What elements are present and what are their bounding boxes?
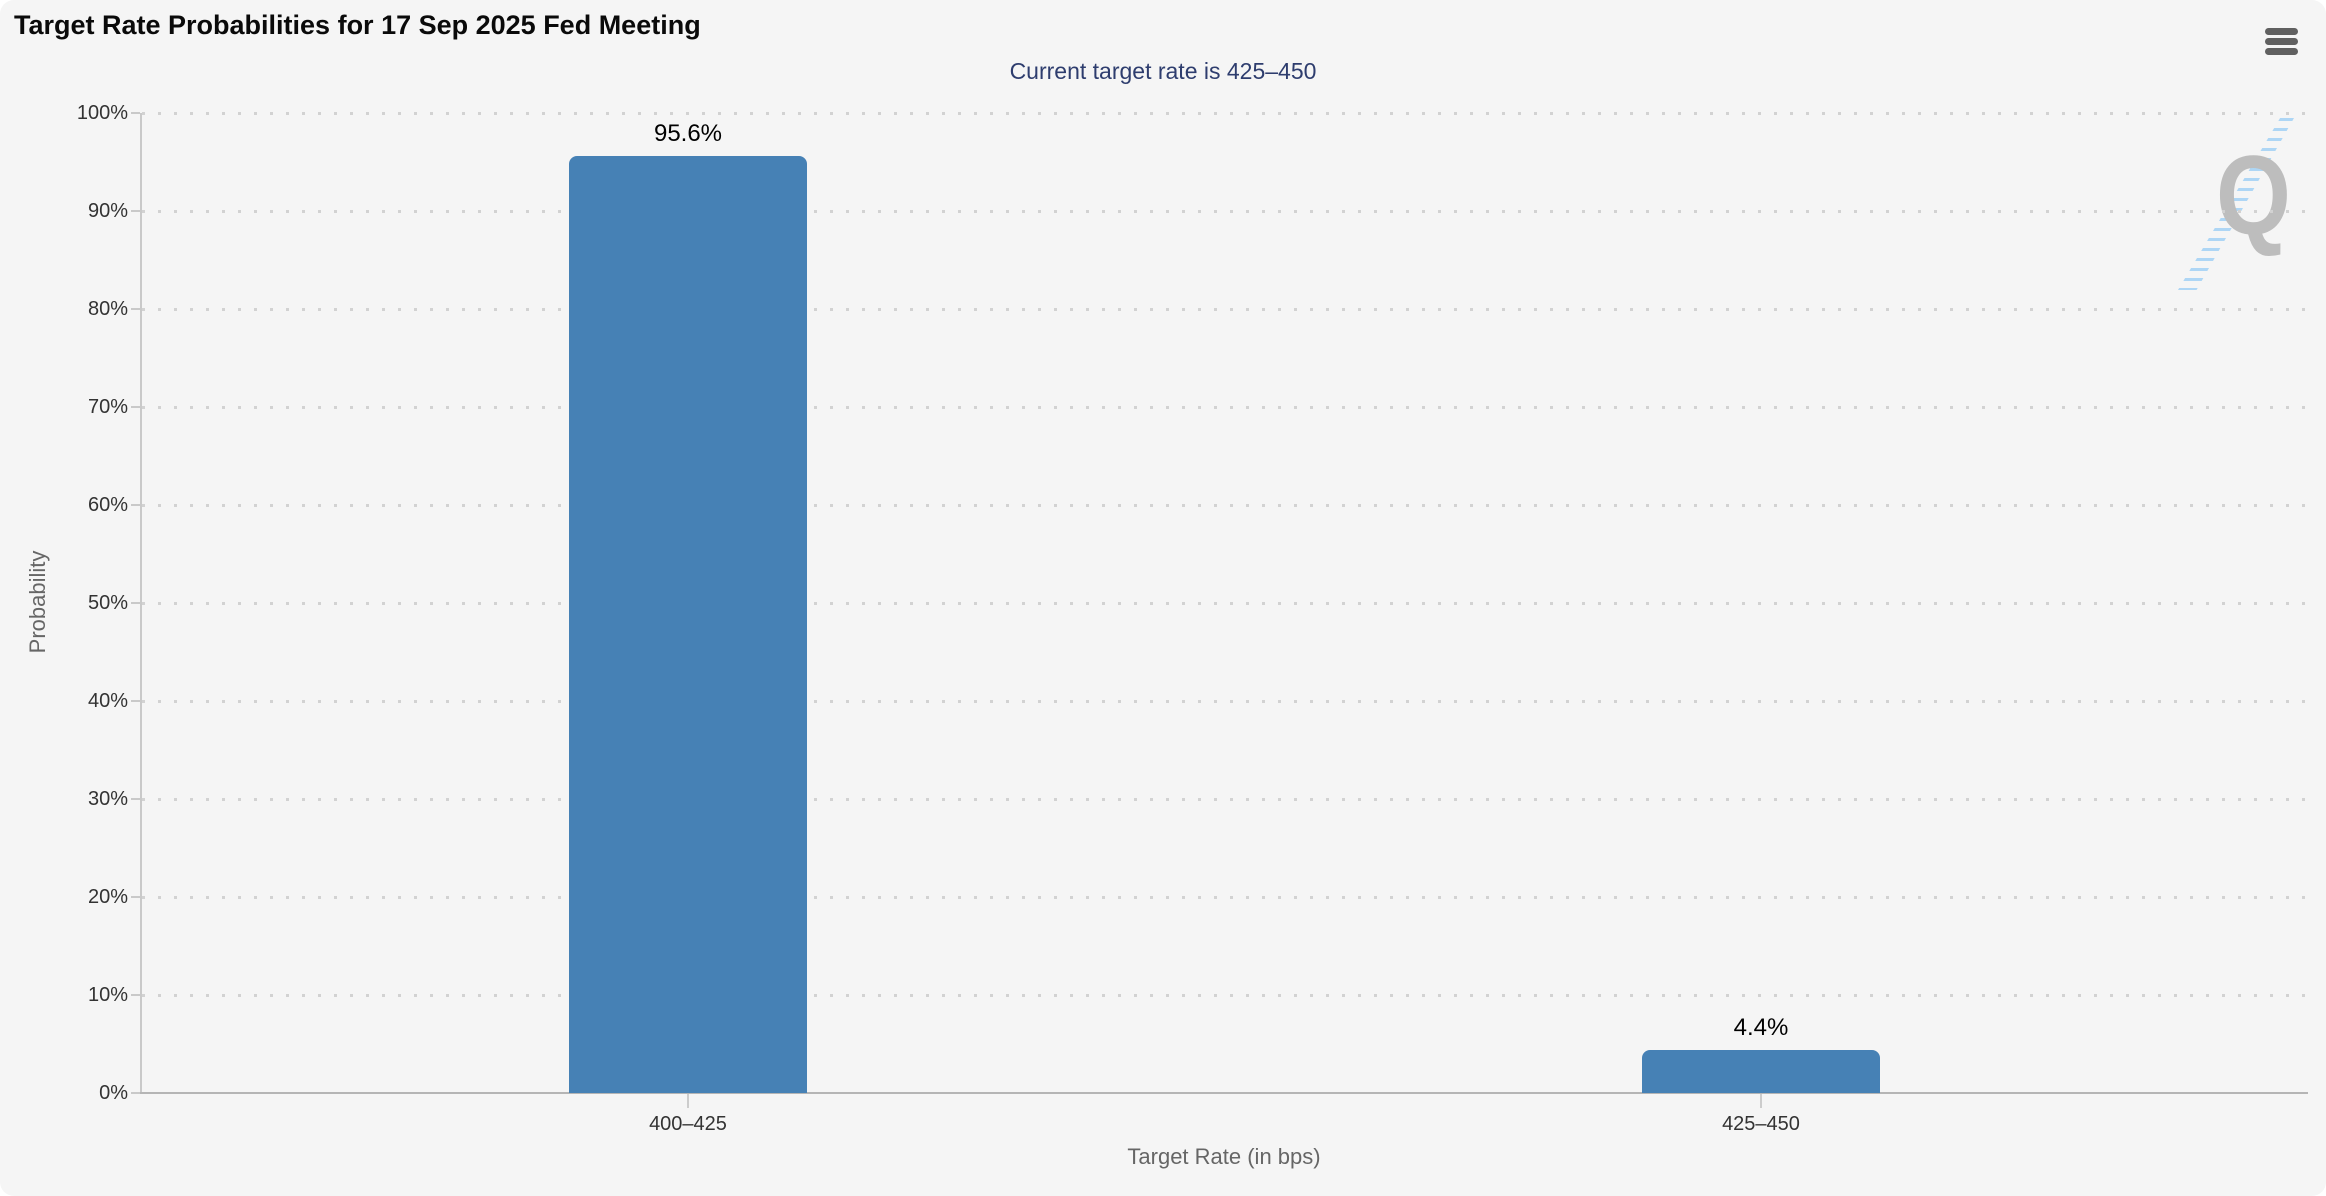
chart-subtitle: Current target rate is 425–450 [1009,58,1317,84]
x-axis-line [140,1092,2308,1094]
y-axis-tick [131,700,140,702]
y-axis-tick [131,406,140,408]
y-tick-label: 70% [87,396,128,418]
y-axis-tick [131,504,140,506]
y-gridline [142,896,2308,899]
y-axis-tick [131,308,140,310]
chart-title: Target Rate Probabilities for 17 Sep 202… [14,10,701,40]
y-tick-label: 50% [87,592,128,614]
y-tick-label: 0% [99,1082,128,1104]
hamburger-icon [2265,38,2298,45]
y-axis-tick [131,798,140,800]
y-axis-line [140,113,142,1093]
x-axis-tick [1760,1094,1762,1108]
x-axis-tick [687,1094,689,1108]
y-tick-label: 60% [87,494,128,516]
y-tick-label: 10% [87,984,128,1006]
y-gridline [142,602,2308,605]
bar-value-label: 95.6% [653,120,723,148]
y-gridline [142,798,2308,801]
y-gridline [142,504,2308,507]
y-tick-label: 40% [87,690,128,712]
y-gridline [142,210,2308,213]
chart-context-menu-button[interactable] [2258,21,2304,65]
x-category-label: 400–425 [649,1113,727,1135]
y-tick-label: 80% [87,298,128,320]
y-axis-tick [131,112,140,114]
probability-bar[interactable] [1642,1049,1880,1093]
x-axis-title: Target Rate (in bps) [1127,1144,1321,1169]
y-tick-label: 30% [87,788,128,810]
y-axis-tick [131,896,140,898]
y-axis-tick [131,602,140,604]
y-tick-label: 100% [76,102,128,124]
y-gridline [142,994,2308,997]
x-category-label: 425–450 [1722,1113,1800,1135]
y-axis-title: Probability [25,550,50,654]
hamburger-icon [2265,28,2298,35]
bar-value-label: 4.4% [1733,1013,1789,1041]
y-gridline [142,308,2308,311]
probability-bar[interactable] [569,156,807,1093]
y-gridline [142,112,2308,115]
y-axis-tick [131,1092,140,1094]
y-axis-tick [131,994,140,996]
y-tick-label: 90% [87,200,128,222]
y-tick-label: 20% [87,886,128,908]
y-gridline [142,700,2308,703]
y-axis-tick [131,210,140,212]
y-gridline [142,406,2308,409]
hamburger-icon [2265,48,2298,55]
